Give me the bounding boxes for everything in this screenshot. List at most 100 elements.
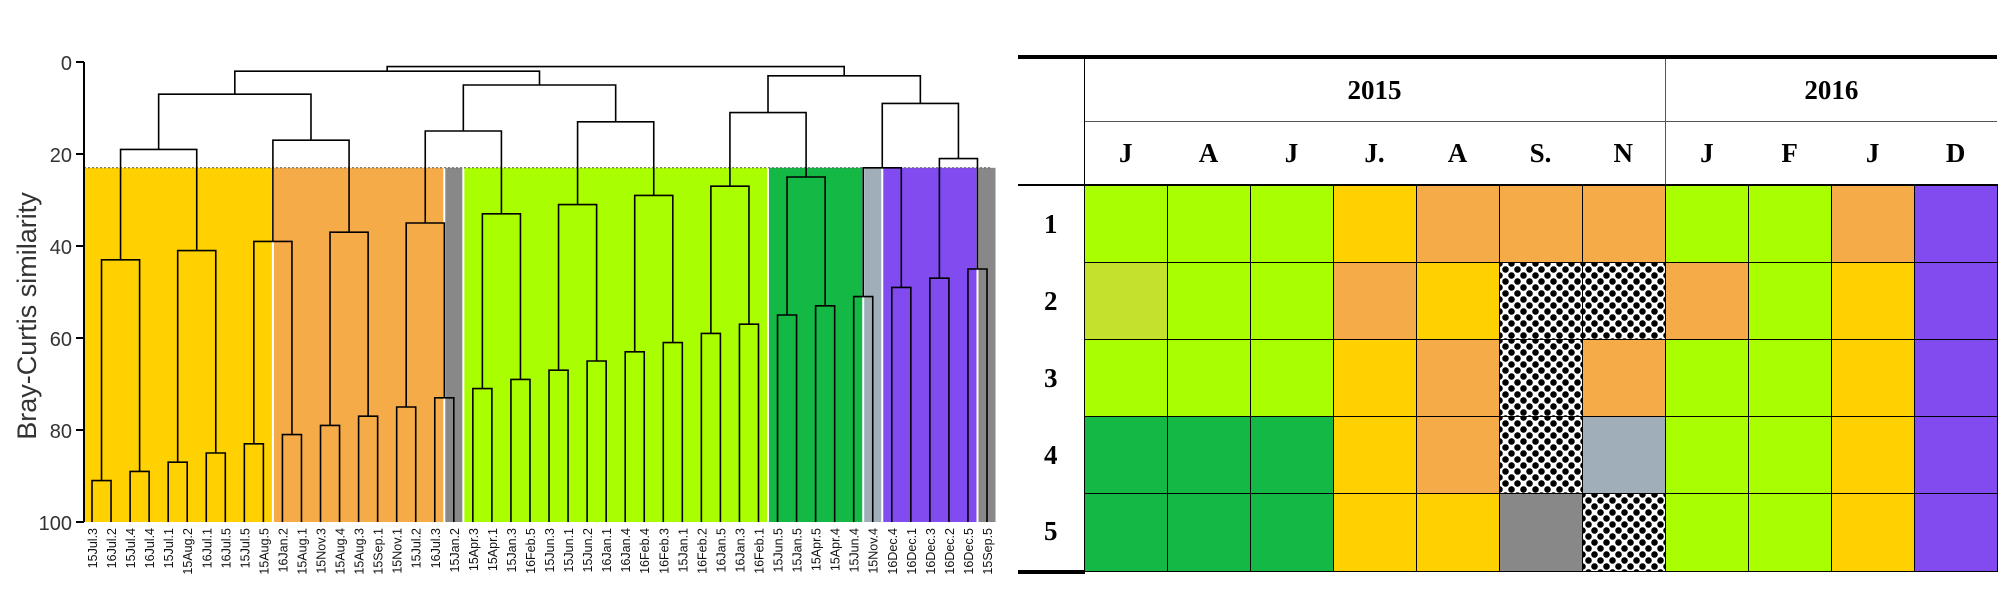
grid-cell-purple [1913,339,1998,417]
leaf-label: 15Aug.5 [257,528,271,575]
month-header: N [1582,121,1666,186]
leaf-label: 15Jun.2 [581,528,595,573]
grid-cell-lime [1249,184,1334,263]
grid-cell-lime [1664,493,1749,572]
grid-cell-orange [1581,339,1666,417]
leaf-label: 15Aug.2 [181,528,195,575]
leaf-label: 15Jan.3 [505,528,519,573]
season-grid: 2015 2016 J A J J. A S. N J F J D 1 2 3 4 5 [1018,55,1998,574]
leaf-label: 15Aug.3 [353,528,367,575]
leaf-label: 16Feb.2 [695,528,709,574]
grid-cell-lime [1664,416,1749,494]
season-table: 2015 2016 J A J J. A S. N J F J D 1 2 3 4 5 [1018,55,1998,574]
leaf-label: 15Sep.5 [981,528,995,575]
grid-cell-olive [1083,262,1168,340]
month-header: J [1665,121,1749,186]
leaf-label: 15Aug.4 [334,528,348,575]
grid-cell-yellow [1830,416,1915,494]
grid-cell-yellow [1332,339,1417,417]
grid-cell-lime [1166,184,1251,263]
leaf-label: 15Jul.5 [238,528,252,568]
corner-cell [1018,55,1085,186]
leaf-label: 15Jul.3 [86,528,100,568]
grid-cell-yellow [1830,339,1915,417]
leaf-label: 15Apr.1 [486,528,500,571]
grid-cell-lime [1249,262,1334,340]
grid-cell-orange [1332,262,1417,340]
grid-cell-lime [1747,262,1832,340]
leaf-label: 16Jan.1 [600,528,614,573]
merge-link-44 [767,75,922,113]
grid-cell-lime [1083,339,1168,417]
y-axis: 0 20 40 60 80 100 [39,53,85,535]
leaf-label: 16Jan.4 [619,528,633,573]
grid-cell-yellow [1830,493,1915,572]
leaf-label: 16Dec.2 [943,528,957,575]
year-header: 2015 [1084,55,1666,122]
leaf-label: 15Apr.4 [829,528,843,571]
y-tick-label-20: 20 [50,145,72,167]
leaf-label: 16Feb.1 [752,528,766,574]
grid-cell-yellow [1332,416,1417,494]
grid-cell-yellow [1415,262,1500,340]
leaf-label: 16Jul.2 [105,528,119,568]
leaf-label: 15Jun.3 [543,528,557,573]
grid-cell-orange [1498,184,1583,263]
grid-cell-green [1166,416,1251,494]
grid-cell-bluegrey [1581,416,1666,494]
month-header: A [1416,121,1499,186]
grid-cell-lime [1664,339,1749,417]
y-tick-label-100: 100 [39,513,72,535]
row-label: 5 [1018,493,1085,574]
leaf-label: 15Jan.5 [791,528,805,573]
dendrogram-tree [91,65,988,522]
leaf-label: 15Jul.2 [410,528,424,568]
leaf-label: 15Apr.5 [810,528,824,571]
leaf-label: 15Aug.1 [295,528,309,575]
month-header: J [1831,121,1915,186]
leaf-labels: 15Jul.3 16Jul.2 15Jul.4 16Jul.4 15Jul.1 15Aug… [86,528,995,575]
leaf-label: 16Jul.4 [143,528,157,568]
grid-cell-lime [1747,493,1832,572]
grid-cell-hatch [1498,262,1583,340]
leaf-label: 15Nov.1 [391,528,405,574]
month-header: J. [1333,121,1416,186]
grid-cell-green [1083,493,1168,572]
grid-cell-hatch [1498,339,1583,417]
grid-cell-purple [1913,184,1998,263]
leaf-label: 15Jul.1 [162,528,176,568]
month-header: D [1914,121,1998,186]
y-tick-label-40: 40 [50,237,72,259]
grid-cell-lime [1166,339,1251,417]
cluster-bands [83,167,996,523]
leaf-label: 15Jul.4 [124,528,138,568]
grid-cell-orange [1581,184,1666,263]
merge-link-42 [157,93,312,150]
row-label: 4 [1018,416,1085,494]
y-tick-label-0: 0 [61,53,72,75]
grid-cell-orange [1664,262,1749,340]
dendrogram: 0 20 40 60 80 100 15Jul.3 16Jul.2 15Jul.4 16Jul.… [12,53,996,575]
leaf-label: 16Jan.3 [733,528,747,573]
grid-cell-lime [1083,184,1168,263]
grid-cell-orange [1830,184,1915,263]
grid-cell-hatch [1498,416,1583,494]
y-tick-label-60: 60 [50,329,72,351]
merge-link-43 [462,84,617,131]
cluster-band-3 [464,167,768,523]
leaf-label: 15Nov.4 [867,528,881,574]
leaf-label: 15Apr.3 [467,528,481,571]
leaf-label: 16Dec.5 [962,528,976,575]
leaf-label: 16Jul.5 [219,528,233,568]
y-tick-label-80: 80 [50,421,72,443]
grid-cell-lime [1249,339,1334,417]
row-label: 3 [1018,339,1085,417]
grid-cell-lime [1747,184,1832,263]
row-label: 2 [1018,262,1085,340]
leaf-label: 15Jun.5 [772,528,786,573]
leaf-label: 16Feb.3 [657,528,671,574]
merge-link-46 [386,65,845,76]
grid-cell-lime [1664,184,1749,263]
leaf-label: 16Jul.3 [429,528,443,568]
leaf-label: 16Dec.1 [905,528,919,575]
